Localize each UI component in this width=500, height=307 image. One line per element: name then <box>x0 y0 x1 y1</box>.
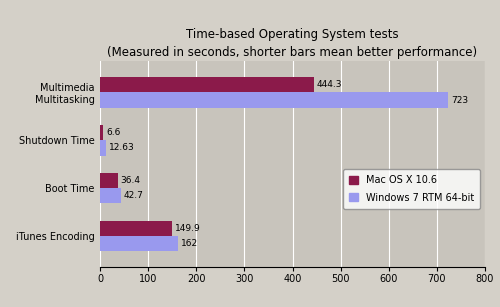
Text: 42.7: 42.7 <box>124 191 144 200</box>
Bar <box>100 188 120 204</box>
Text: 723: 723 <box>451 96 468 105</box>
Text: 6.6: 6.6 <box>106 128 120 137</box>
Bar <box>100 77 314 92</box>
Bar <box>100 140 106 156</box>
Text: 444.3: 444.3 <box>316 80 342 89</box>
Text: 12.63: 12.63 <box>109 143 134 153</box>
Bar <box>100 92 448 108</box>
Bar <box>100 221 172 236</box>
Legend: Mac OS X 10.6, Windows 7 RTM 64-bit: Mac OS X 10.6, Windows 7 RTM 64-bit <box>342 169 480 209</box>
Bar <box>100 125 103 140</box>
Bar <box>100 236 178 251</box>
Text: 36.4: 36.4 <box>120 176 141 185</box>
Text: 162: 162 <box>181 239 198 248</box>
Title: Time-based Operating System tests
(Measured in seconds, shorter bars mean better: Time-based Operating System tests (Measu… <box>108 28 478 59</box>
Text: 149.9: 149.9 <box>175 224 201 233</box>
Bar <box>100 173 117 188</box>
